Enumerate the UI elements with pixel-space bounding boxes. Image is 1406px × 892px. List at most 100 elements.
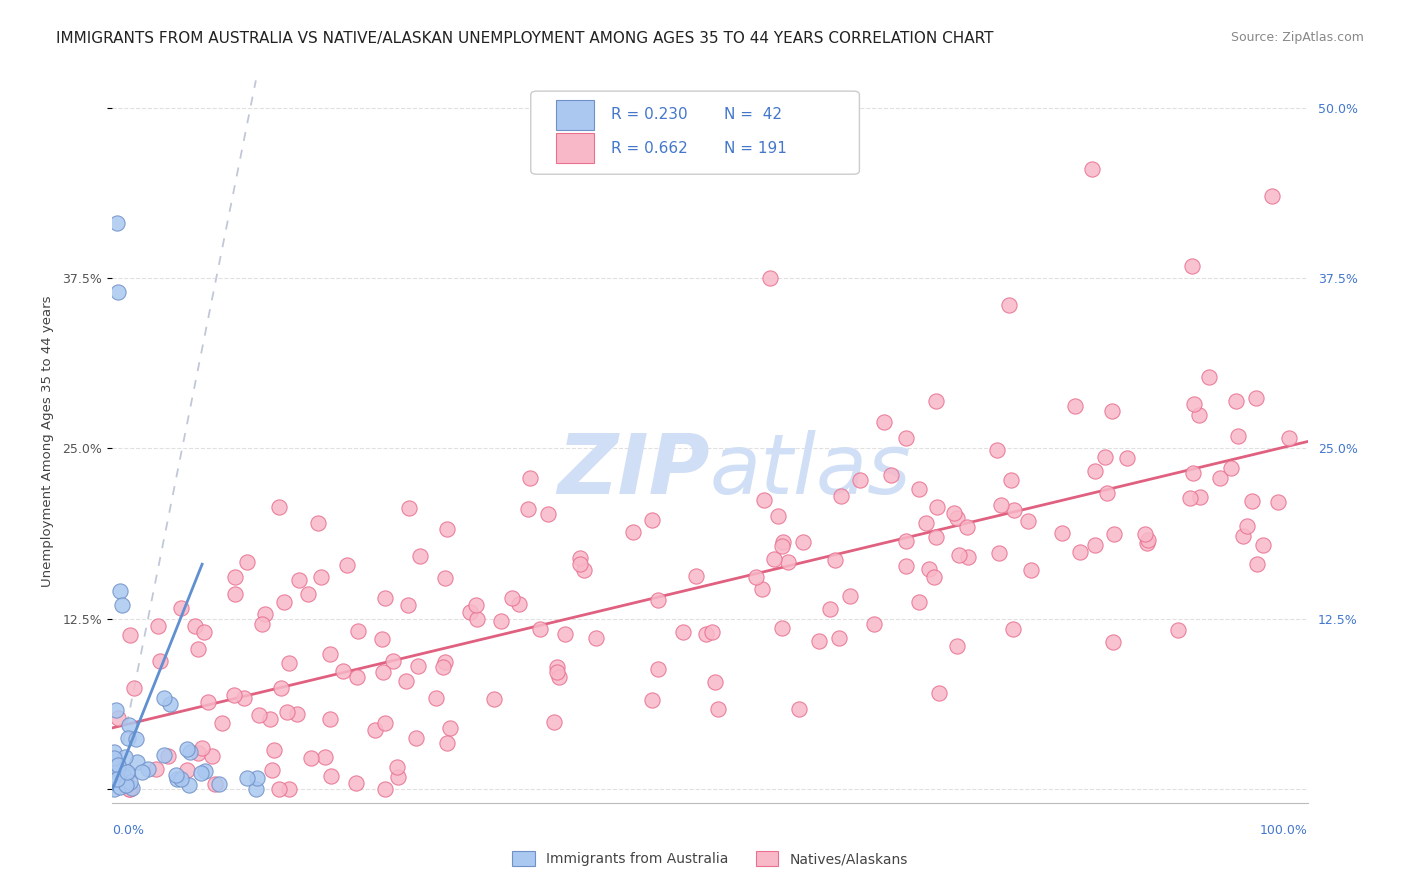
- Point: [117, 767, 139, 781]
- Point: [1101, 635, 1123, 649]
- Point: [569, 551, 592, 566]
- Point: [908, 595, 931, 609]
- Point: [236, 555, 259, 569]
- Point: [818, 601, 841, 615]
- Text: N =  42: N = 42: [724, 107, 782, 122]
- Point: [1226, 429, 1249, 443]
- Y-axis label: Unemployment Among Ages 35 to 44 years: Unemployment Among Ages 35 to 44 years: [41, 296, 53, 587]
- Point: [117, 731, 139, 745]
- Point: [288, 574, 311, 588]
- Point: [501, 591, 523, 606]
- Point: [273, 595, 295, 609]
- Point: [1182, 467, 1205, 481]
- Point: [148, 618, 170, 632]
- Text: 100.0%: 100.0%: [1260, 824, 1308, 837]
- Point: [988, 546, 1011, 560]
- Point: [153, 748, 176, 763]
- Point: [907, 482, 929, 496]
- Point: [104, 703, 127, 717]
- FancyBboxPatch shape: [531, 91, 859, 174]
- Point: [149, 654, 172, 668]
- Point: [772, 535, 794, 549]
- Point: [153, 690, 176, 705]
- Point: [176, 763, 198, 777]
- Point: [465, 612, 488, 626]
- Point: [647, 592, 669, 607]
- Point: [830, 489, 852, 503]
- Point: [319, 769, 342, 783]
- Text: N = 191: N = 191: [724, 141, 787, 156]
- Point: [108, 780, 131, 794]
- Point: [125, 731, 148, 746]
- Point: [252, 617, 274, 632]
- Point: [986, 442, 1008, 457]
- Point: [894, 533, 917, 548]
- Point: [108, 584, 131, 599]
- Point: [387, 770, 409, 784]
- Point: [125, 755, 148, 769]
- Point: [956, 520, 979, 534]
- Point: [278, 656, 301, 670]
- Point: [314, 750, 336, 764]
- Point: [1021, 563, 1043, 577]
- Point: [1178, 491, 1201, 505]
- Text: atlas: atlas: [710, 430, 911, 511]
- Point: [145, 762, 167, 776]
- Point: [990, 498, 1012, 512]
- Text: 0.0%: 0.0%: [112, 824, 145, 837]
- Point: [808, 634, 831, 648]
- Point: [1182, 397, 1205, 411]
- Point: [1084, 538, 1107, 552]
- Point: [245, 782, 267, 797]
- Point: [107, 285, 129, 299]
- Point: [778, 555, 800, 569]
- Text: R = 0.662: R = 0.662: [610, 141, 688, 156]
- Point: [998, 298, 1021, 312]
- Point: [118, 782, 141, 797]
- Point: [1167, 623, 1189, 637]
- Point: [896, 432, 918, 446]
- Point: [193, 625, 215, 640]
- Point: [569, 558, 592, 572]
- Point: [374, 782, 396, 797]
- Point: [1084, 464, 1107, 478]
- Point: [1188, 491, 1211, 505]
- Point: [537, 507, 560, 521]
- Point: [187, 746, 209, 760]
- Point: [115, 765, 138, 780]
- Point: [197, 695, 219, 709]
- Point: [373, 716, 395, 731]
- FancyBboxPatch shape: [555, 100, 595, 130]
- Point: [191, 740, 214, 755]
- Point: [948, 549, 970, 563]
- Point: [792, 535, 814, 549]
- Point: [118, 628, 141, 642]
- Point: [946, 511, 969, 525]
- Point: [385, 760, 408, 774]
- Point: [1198, 370, 1220, 384]
- Point: [925, 530, 948, 544]
- Point: [745, 570, 768, 584]
- Point: [508, 597, 530, 611]
- Point: [1137, 533, 1160, 547]
- Point: [1001, 622, 1024, 636]
- Point: [1102, 527, 1125, 541]
- Point: [111, 767, 134, 781]
- Point: [647, 662, 669, 676]
- Point: [371, 632, 394, 646]
- Point: [770, 540, 793, 554]
- Point: [166, 772, 188, 786]
- Point: [247, 707, 270, 722]
- Point: [114, 749, 136, 764]
- Point: [204, 777, 226, 791]
- Point: [259, 712, 281, 726]
- Point: [824, 552, 846, 566]
- Point: [1246, 557, 1268, 571]
- Point: [107, 762, 129, 776]
- Point: [177, 778, 200, 792]
- Point: [1232, 529, 1254, 543]
- Point: [925, 393, 948, 408]
- Point: [276, 705, 298, 719]
- Point: [543, 714, 565, 729]
- Point: [170, 772, 193, 787]
